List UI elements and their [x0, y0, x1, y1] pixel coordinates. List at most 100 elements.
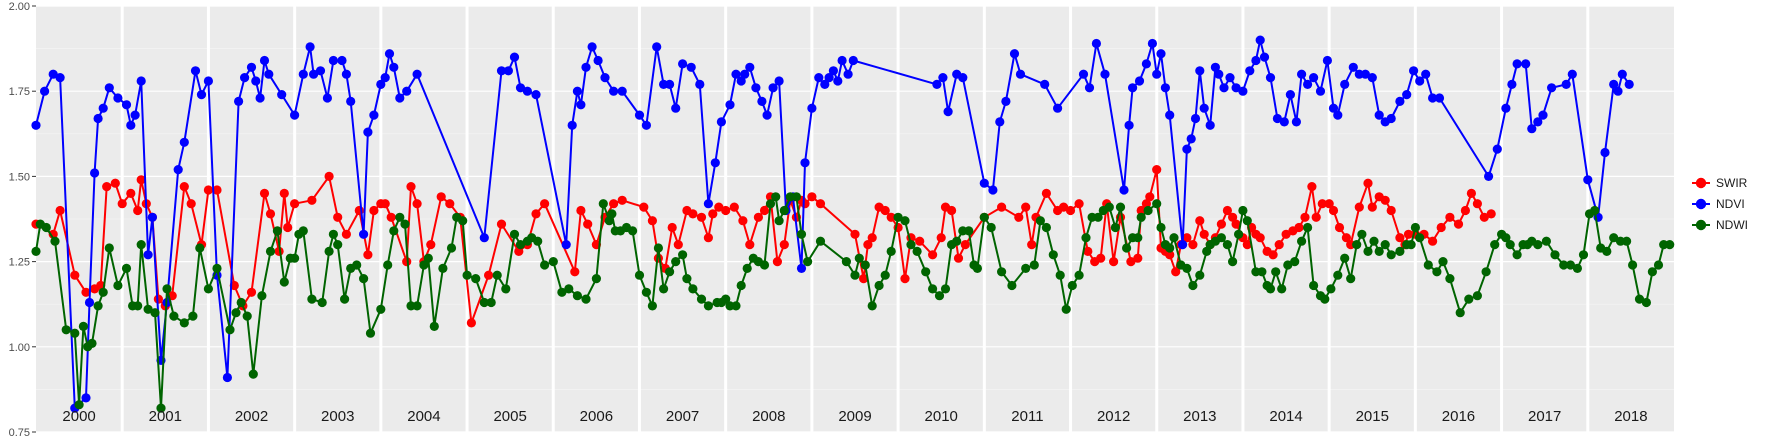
- data-point-ndvi: [1100, 69, 1110, 79]
- data-point-ndvi: [1547, 83, 1557, 93]
- data-point-ndwi: [893, 212, 903, 222]
- data-point-ndvi: [1128, 83, 1138, 93]
- data-point-swir: [583, 219, 593, 229]
- data-point-ndwi: [307, 294, 317, 304]
- data-point-ndvi: [130, 110, 140, 120]
- data-point-swir: [1096, 253, 1106, 263]
- data-point-swir: [1460, 205, 1470, 216]
- year-labels: 2000 2001 2002 2003 2004 2005 2006 2007 2008 2009…: [62, 408, 1647, 425]
- data-point-ndwi: [900, 216, 910, 226]
- data-point-swir: [1334, 222, 1345, 233]
- y-tick-label: 2.00: [9, 1, 30, 13]
- data-point-ndwi: [1188, 280, 1198, 291]
- data-point-ndwi: [340, 294, 350, 304]
- data-point-swir: [759, 205, 770, 216]
- data-point-ndwi: [1110, 222, 1120, 233]
- data-point-swir: [402, 257, 412, 267]
- data-point-ndwi: [731, 301, 741, 311]
- data-point-swir: [1354, 202, 1364, 212]
- data-point-ndvi: [1613, 86, 1623, 96]
- data-point-swir: [1083, 246, 1093, 256]
- data-point-ndwi: [682, 274, 692, 284]
- data-point-swir: [863, 240, 873, 250]
- data-point-ndwi: [156, 403, 166, 413]
- data-point-swir: [1133, 253, 1143, 263]
- data-point-ndwi: [41, 222, 51, 233]
- data-point-ndwi: [1007, 280, 1017, 291]
- data-point-ndvi: [389, 62, 399, 72]
- data-point-ndvi: [84, 297, 95, 308]
- data-point-ndwi: [874, 280, 884, 291]
- data-point-ndvi: [703, 199, 714, 209]
- data-point-ndvi: [1279, 117, 1289, 127]
- data-point-ndwi: [328, 229, 338, 239]
- data-point-swir: [617, 195, 627, 205]
- data-point-ndwi: [796, 229, 807, 239]
- data-point-swir: [1472, 199, 1482, 209]
- data-point-swir: [369, 205, 379, 216]
- data-point-ndvi: [1285, 90, 1295, 100]
- data-point-ndwi: [703, 301, 714, 311]
- data-point-ndvi: [1303, 79, 1313, 89]
- data-point-swir: [1027, 240, 1037, 250]
- data-point-ndwi: [759, 260, 770, 270]
- data-point-ndwi: [934, 291, 945, 301]
- data-point-ndvi: [346, 96, 356, 106]
- data-point-ndvi: [762, 110, 772, 120]
- data-point-ndwi: [242, 311, 252, 321]
- data-point-ndwi: [1228, 257, 1238, 267]
- data-point-ndwi: [1380, 240, 1390, 250]
- data-point-ndvi: [943, 107, 953, 117]
- data-point-ndwi: [423, 253, 433, 263]
- data-point-swir: [1445, 212, 1455, 222]
- data-point-ndvi: [126, 120, 136, 130]
- data-point-swir: [738, 216, 748, 226]
- data-point-ndvi: [1214, 69, 1224, 79]
- data-point-ndwi: [1021, 263, 1031, 273]
- data-point-ndwi: [1055, 270, 1065, 280]
- data-point-ndwi: [1550, 250, 1560, 260]
- data-point-ndvi: [143, 250, 153, 260]
- data-point-ndwi: [678, 250, 688, 260]
- data-point-ndvi: [617, 86, 627, 96]
- data-point-ndvi: [1255, 35, 1265, 45]
- data-point-ndvi: [1538, 110, 1548, 120]
- data-point-ndwi: [1320, 294, 1330, 304]
- data-point-swir: [1466, 188, 1476, 198]
- data-point-ndwi: [121, 263, 132, 273]
- data-point-ndvi: [1190, 113, 1201, 124]
- data-point-swir: [772, 257, 783, 267]
- data-point-ndvi: [240, 73, 250, 83]
- data-point-swir: [703, 233, 714, 243]
- data-series: [31, 35, 1675, 413]
- data-point-ndwi: [1481, 267, 1491, 277]
- data-point-swir: [386, 212, 396, 222]
- data-point-swir: [324, 171, 334, 181]
- data-point-ndwi: [721, 294, 731, 304]
- data-point-ndwi: [628, 226, 638, 236]
- data-point-ndvi: [751, 83, 761, 93]
- data-point-ndvi: [93, 113, 103, 124]
- data-point-ndvi: [328, 55, 338, 66]
- data-point-swir: [886, 212, 896, 222]
- data-point-ndvi: [1245, 66, 1255, 76]
- data-point-ndwi: [1265, 284, 1276, 294]
- data-point-ndwi: [1665, 240, 1675, 250]
- data-point-ndwi: [479, 297, 489, 308]
- data-point-ndvi: [1078, 69, 1089, 79]
- legend-key-marker: [1695, 198, 1707, 210]
- data-point-swir: [212, 185, 222, 195]
- data-point-ndvi: [90, 168, 100, 178]
- data-point-ndvi: [1512, 59, 1522, 69]
- data-point-ndwi: [78, 321, 88, 331]
- data-point-ndvi: [932, 79, 942, 89]
- data-point-ndvi: [1091, 38, 1101, 49]
- data-point-swir: [1307, 182, 1317, 192]
- data-point-ndwi: [412, 301, 422, 311]
- data-point-ndwi: [979, 212, 989, 222]
- data-point-swir: [1188, 240, 1198, 250]
- data-point-ndvi: [277, 90, 287, 100]
- data-point-swir: [1363, 178, 1373, 188]
- year-label: 2015: [1356, 408, 1389, 425]
- data-point-ndvi: [81, 393, 91, 403]
